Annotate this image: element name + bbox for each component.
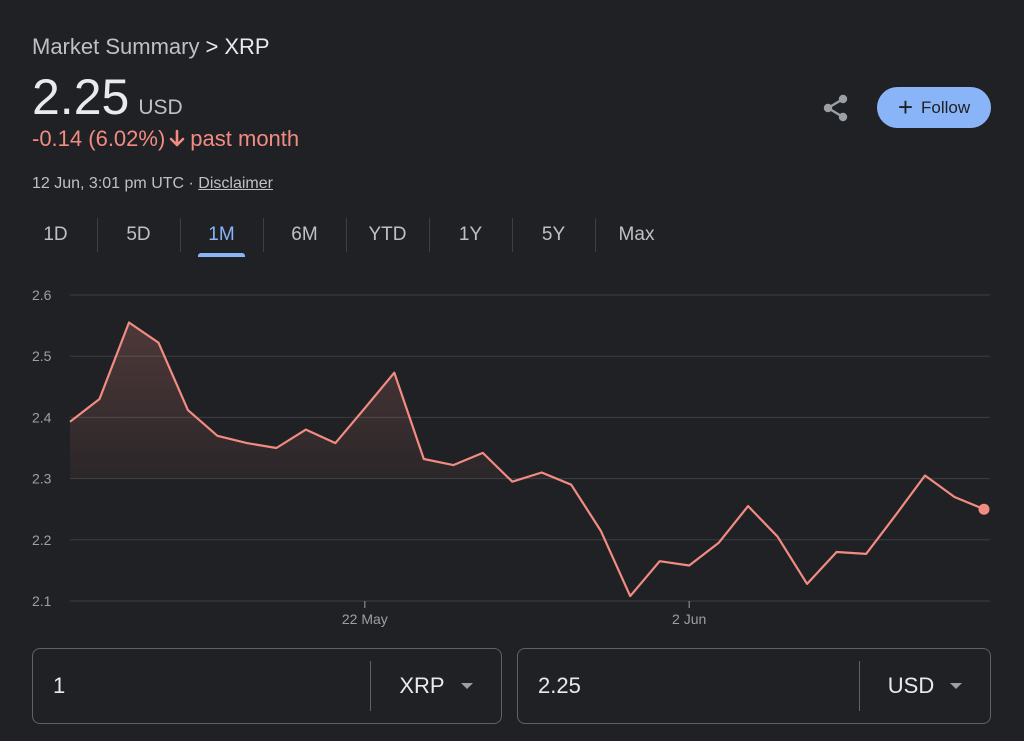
chart-area-fill: [70, 322, 930, 479]
x-tick-label: 22 May: [342, 611, 388, 627]
share-icon[interactable]: [820, 92, 852, 124]
breadcrumb-parent[interactable]: Market Summary: [32, 34, 200, 59]
price-value: 2.25: [32, 69, 130, 125]
tab-max[interactable]: Max: [595, 216, 678, 256]
tab-5y[interactable]: 5Y: [512, 216, 595, 256]
x-tick-label: 2 Jun: [672, 611, 706, 627]
price-row: 2.25 USD: [32, 68, 183, 126]
follow-label: Follow: [921, 97, 971, 117]
breadcrumb-separator: >: [205, 34, 219, 59]
y-tick-label: 2.4: [32, 409, 52, 425]
y-tick-label: 2.6: [32, 287, 52, 303]
time-range-tabs: 1D 5D 1M 6M YTD 1Y 5Y Max: [14, 216, 678, 257]
from-unit-select[interactable]: XRP: [371, 673, 501, 699]
from-unit-label: XRP: [399, 673, 445, 698]
arrow-down-icon: [169, 129, 185, 147]
converter-from: 1 XRP: [32, 648, 502, 724]
to-amount-input[interactable]: 2.25: [538, 673, 581, 698]
timestamp-text: 12 Jun, 3:01 pm UTC ·: [32, 175, 194, 192]
y-tick-label: 2.1: [32, 593, 52, 609]
tab-1m[interactable]: 1M: [180, 216, 263, 257]
to-unit-label: USD: [887, 673, 935, 698]
caret-down-icon: [950, 683, 963, 689]
converter-divider: [370, 661, 371, 711]
price-currency: USD: [138, 96, 183, 119]
y-tick-label: 2.5: [32, 348, 52, 364]
tab-ytd[interactable]: YTD: [346, 216, 429, 256]
tab-1y[interactable]: 1Y: [429, 216, 512, 256]
change-value: -0.14 (6.02%): [32, 126, 166, 151]
timestamp: 12 Jun, 3:01 pm UTC · Disclaimer: [32, 175, 273, 193]
tab-6m[interactable]: 6M: [263, 216, 346, 256]
chart-current-point: [978, 503, 990, 515]
change-period: past month: [190, 126, 300, 151]
disclaimer-link[interactable]: Disclaimer: [198, 175, 273, 192]
breadcrumb: Market Summary > XRP: [32, 34, 270, 60]
follow-button[interactable]: + Follow: [877, 87, 991, 128]
price-chart[interactable]: 2.6 2.5 2.4 2.3 2.2 2.1 22 May 2 Jun: [0, 270, 1024, 635]
chart-price-line: [69, 321, 985, 598]
breadcrumb-current: XRP: [224, 34, 270, 59]
converter-to: 2.25 USD: [517, 648, 991, 724]
from-amount-input[interactable]: 1: [53, 673, 66, 698]
plus-icon: +: [897, 91, 914, 122]
y-tick-label: 2.3: [32, 471, 52, 487]
to-unit-select[interactable]: USD: [860, 673, 990, 699]
tab-5d[interactable]: 5D: [97, 216, 180, 256]
tab-1d[interactable]: 1D: [43, 224, 68, 245]
price-change: -0.14 (6.02%) past month: [32, 126, 299, 152]
y-tick-label: 2.2: [32, 532, 52, 548]
converter-divider: [859, 661, 860, 711]
caret-down-icon: [460, 683, 473, 689]
